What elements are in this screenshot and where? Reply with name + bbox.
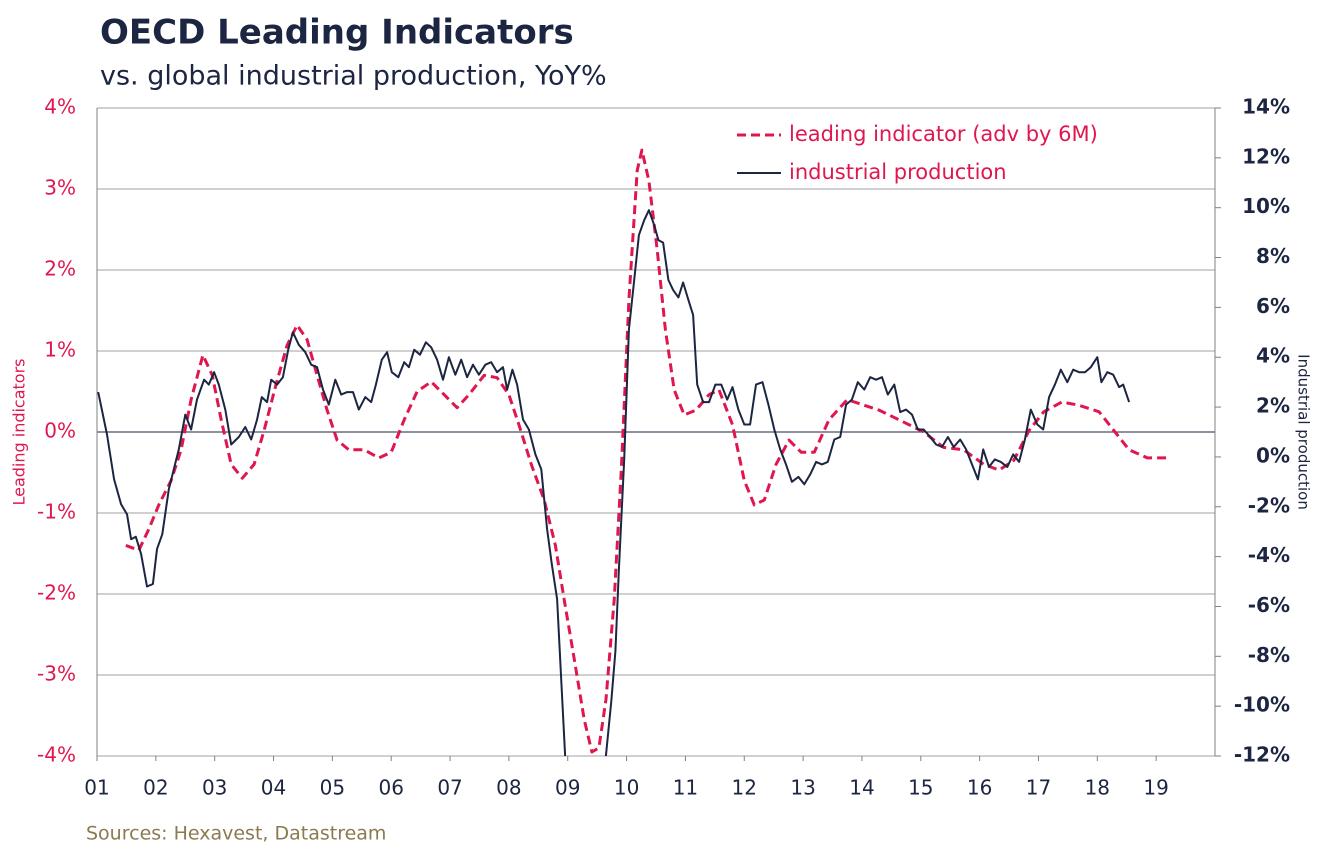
x-tick-label: 16	[967, 776, 992, 800]
legend: leading indicator (adv by 6M) industrial …	[737, 122, 1098, 184]
chart-subtitle: vs. global industrial production, YoY%	[100, 61, 607, 92]
y2-tick-label: 4%	[1256, 344, 1290, 368]
grid	[96, 107, 1221, 761]
x-tick-label: 03	[202, 776, 227, 800]
x-tick-label: 10	[614, 776, 639, 800]
x-tick-label: 14	[849, 776, 874, 800]
x-tick-label: 19	[1143, 776, 1168, 800]
legend-label: leading indicator (adv by 6M)	[789, 122, 1098, 146]
chart-title: OECD Leading Indicators	[100, 13, 574, 53]
y-tick-label: -1%	[37, 500, 76, 524]
y-tick-label: 1%	[44, 338, 76, 362]
x-tick-label: 13	[790, 776, 815, 800]
y2-tick-label: 12%	[1242, 144, 1290, 168]
y-tick-label: 3%	[44, 176, 76, 200]
y2-tick-label: -8%	[1248, 643, 1290, 667]
y-tick-label: -3%	[37, 662, 76, 686]
y2-tick-label: -10%	[1234, 693, 1290, 717]
x-tick-label: 01	[84, 776, 109, 800]
y-tick-label: -4%	[37, 743, 76, 767]
x-tick-label: 17	[1026, 776, 1051, 800]
x-tick-label: 18	[1085, 776, 1110, 800]
source-note: Sources: Hexavest, Datastream	[86, 823, 386, 845]
y2-tick-label: -2%	[1248, 493, 1290, 517]
x-tick-label: 08	[496, 776, 521, 800]
series-line	[125, 148, 1168, 754]
x-tick-label: 04	[261, 776, 286, 800]
y2-tick-label: -4%	[1248, 543, 1290, 567]
y2-tick-label: 10%	[1242, 194, 1290, 218]
plot-lines	[97, 148, 1168, 756]
series-line	[97, 209, 1131, 756]
y-tick-label: -2%	[37, 581, 76, 605]
y2-tick-label: 0%	[1256, 443, 1290, 467]
y2-tick-label: -6%	[1248, 593, 1290, 617]
y-axis-label: Leading indicators	[10, 358, 29, 505]
x-tick-label: 07	[437, 776, 462, 800]
y2-tick-label: -12%	[1234, 743, 1290, 767]
x-tick-label: 12	[732, 776, 757, 800]
x-tick-label: 11	[673, 776, 698, 800]
y-tick-label: 4%	[44, 95, 76, 119]
y-tick-label: 0%	[44, 419, 76, 443]
y2-axis-label: Industrial production	[1295, 354, 1313, 510]
x-tick-label: 09	[555, 776, 580, 800]
x-tick-label: 02	[143, 776, 168, 800]
y2-tick-label: 8%	[1256, 244, 1290, 268]
x-tick-label: 15	[908, 776, 933, 800]
x-tick-label: 05	[320, 776, 345, 800]
legend-label: industrial production	[789, 160, 1007, 184]
x-tick-label: 06	[378, 776, 403, 800]
y2-tick-label: 6%	[1256, 294, 1290, 318]
y2-tick-label: 14%	[1242, 95, 1290, 119]
y2-tick-label: 2%	[1256, 394, 1290, 418]
y-tick-label: 2%	[44, 257, 76, 281]
